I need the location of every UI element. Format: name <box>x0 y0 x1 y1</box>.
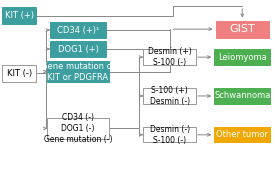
Text: DOG1 (+): DOG1 (+) <box>58 45 98 54</box>
FancyBboxPatch shape <box>214 127 270 143</box>
FancyBboxPatch shape <box>50 41 106 57</box>
Text: Desmin (-)
S-100 (-): Desmin (-) S-100 (-) <box>150 125 190 145</box>
Text: KIT (-): KIT (-) <box>7 69 32 78</box>
Text: Desmin (+)
S-100 (-): Desmin (+) S-100 (-) <box>148 47 192 67</box>
Text: GIST: GIST <box>229 24 255 34</box>
Text: Gene mutation of
KIT or PDGFRA: Gene mutation of KIT or PDGFRA <box>41 62 115 82</box>
Text: S-100 (+)
Desmin (-): S-100 (+) Desmin (-) <box>150 86 190 106</box>
FancyBboxPatch shape <box>143 50 197 65</box>
Text: Leiomyoma: Leiomyoma <box>218 53 267 62</box>
FancyBboxPatch shape <box>215 21 269 38</box>
FancyBboxPatch shape <box>47 61 109 82</box>
FancyBboxPatch shape <box>214 50 270 65</box>
Text: Other tumor: Other tumor <box>216 130 268 139</box>
Text: Schwannoma: Schwannoma <box>214 92 270 100</box>
Text: KIT (+): KIT (+) <box>5 11 34 20</box>
FancyBboxPatch shape <box>2 7 36 24</box>
FancyBboxPatch shape <box>143 127 197 143</box>
FancyBboxPatch shape <box>47 118 109 139</box>
FancyBboxPatch shape <box>2 65 36 82</box>
Text: CD34 (+)¹: CD34 (+)¹ <box>57 25 99 35</box>
FancyBboxPatch shape <box>50 22 106 38</box>
FancyBboxPatch shape <box>143 88 197 104</box>
Text: CD34 (-)
DOG1 (-)
Gene mutation (-): CD34 (-) DOG1 (-) Gene mutation (-) <box>44 113 112 144</box>
FancyBboxPatch shape <box>214 88 270 104</box>
